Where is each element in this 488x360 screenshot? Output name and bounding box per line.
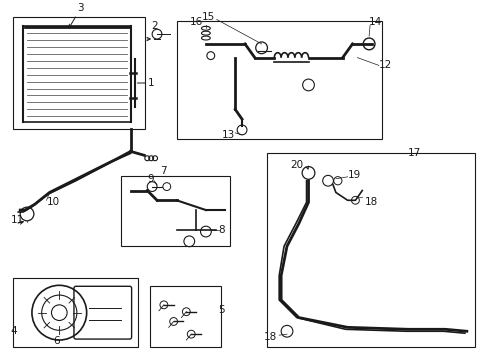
- Text: 1: 1: [148, 78, 155, 88]
- Bar: [13, 17, 145, 129]
- Text: 8: 8: [218, 225, 225, 235]
- Text: 17: 17: [407, 148, 420, 158]
- Text: 20: 20: [290, 160, 303, 170]
- Text: 19: 19: [347, 170, 360, 180]
- Text: 6: 6: [53, 336, 60, 346]
- Text: 14: 14: [367, 17, 381, 27]
- Bar: [150, 286, 220, 347]
- Text: 10: 10: [46, 197, 60, 207]
- Bar: [176, 22, 381, 139]
- Text: 4: 4: [10, 326, 17, 336]
- Text: 13: 13: [222, 130, 235, 140]
- Text: 2: 2: [150, 21, 157, 31]
- Bar: [121, 176, 230, 246]
- Text: 16: 16: [189, 17, 203, 27]
- Bar: [13, 279, 138, 347]
- Text: 9: 9: [147, 174, 154, 184]
- Text: 12: 12: [378, 60, 391, 71]
- Bar: [267, 153, 474, 347]
- Text: 3: 3: [77, 3, 83, 13]
- Text: 15: 15: [202, 12, 215, 22]
- Text: 18: 18: [365, 197, 378, 207]
- Text: 18: 18: [264, 332, 277, 342]
- Text: 11: 11: [10, 215, 23, 225]
- Text: 5: 5: [218, 305, 225, 315]
- Text: 7: 7: [160, 166, 167, 176]
